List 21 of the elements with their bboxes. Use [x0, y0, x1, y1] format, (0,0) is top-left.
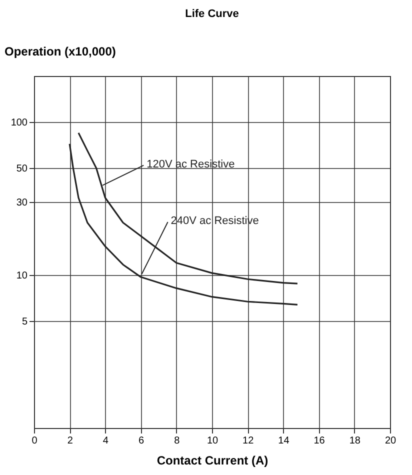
x-tick-label: 0: [32, 436, 38, 446]
x-axis-title: Contact Current (A): [156, 454, 268, 468]
line-series: [78, 132, 298, 284]
x-tick-label: 8: [174, 436, 180, 446]
y-tick-label: 10: [16, 270, 28, 282]
line-series: [68, 143, 298, 306]
y-tick-label: 5: [22, 316, 28, 328]
x-tick-label: 14: [278, 436, 290, 446]
x-tick-label: 2: [67, 436, 74, 446]
x-tick-label: 16: [314, 436, 326, 446]
y-axis-title: Operation (x10,000): [4, 44, 116, 58]
x-tick-label: 18: [349, 436, 361, 446]
chart-title: Life Curve: [185, 8, 239, 20]
y-tick-label: 50: [16, 164, 28, 175]
x-tick-label: 6: [138, 436, 145, 446]
x-tick-label: 10: [206, 436, 218, 446]
x-tick-label: 4: [102, 436, 109, 446]
y-tick-label: 30: [16, 198, 28, 209]
x-tick-label: 20: [384, 436, 396, 446]
x-tick-label: 12: [242, 436, 254, 446]
y-tick-label: 100: [10, 118, 28, 129]
